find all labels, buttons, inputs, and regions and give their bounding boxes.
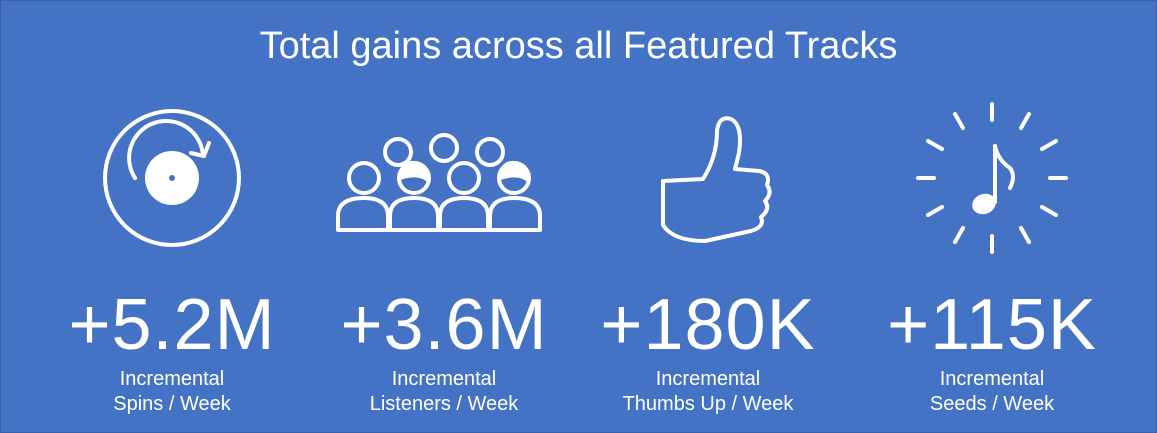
- stat-seeds: +115K Incremental Seeds / Week: [857, 93, 1127, 423]
- crowd-icon: [309, 93, 579, 263]
- thumbs-up-value: +180K: [600, 285, 816, 365]
- stat-spins: +5.2M Incremental Spins / Week: [37, 93, 307, 423]
- listeners-value: +3.6M: [340, 285, 548, 365]
- seeds-value: +115K: [887, 285, 1097, 365]
- listeners-label: Incremental Listeners / Week: [369, 368, 519, 415]
- spins-label: Incremental Spins / Week: [113, 368, 231, 415]
- panel-title: Total gains across all Featured Tracks: [259, 25, 898, 67]
- thumbs-up-label: Incremental Thumbs Up / Week: [622, 368, 794, 415]
- stat-thumbs-up: +180K Incremental Thumbs Up / Week: [573, 93, 843, 423]
- spins-value: +5.2M: [68, 285, 276, 365]
- thumbs-up-icon: [573, 93, 843, 263]
- music-note-burst-icon: [857, 93, 1127, 263]
- seeds-label: Incremental Seeds / Week: [929, 368, 1055, 415]
- vinyl-record-icon: [37, 93, 307, 263]
- stat-listeners: +3.6M Incremental Listeners / Week: [309, 93, 579, 423]
